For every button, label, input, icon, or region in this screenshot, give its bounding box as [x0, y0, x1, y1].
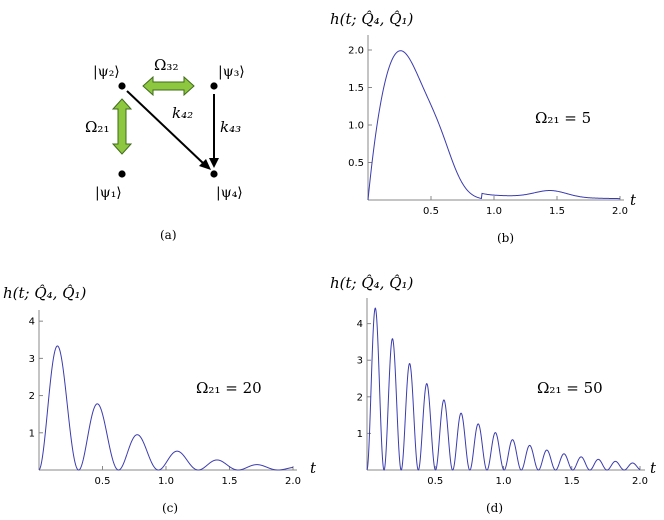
y-tick-label: 4 — [29, 317, 35, 328]
state-dot-psi2 — [118, 82, 126, 90]
y-tick-label: 1.0 — [348, 121, 364, 132]
x-tick-label: 1.0 — [496, 476, 512, 487]
omega32-coupling-arrow — [142, 75, 195, 97]
x-tick-label: 1.5 — [549, 206, 565, 217]
y-tick-label: 2.0 — [348, 46, 364, 57]
state-dot-psi1 — [118, 170, 126, 178]
k42-label: k₄₂ — [172, 104, 193, 122]
x-axis-label: t — [630, 191, 637, 209]
panel-label-c: (c) — [162, 501, 178, 515]
chart-title: h(t; Q̂₄, Q̂₁) — [330, 274, 414, 292]
x-tick-label: 2.0 — [612, 206, 628, 217]
parameter-annotation: Ω₂₁ = 50 — [537, 379, 603, 397]
y-tick-label: 1 — [29, 428, 35, 439]
y-tick-label: 1.5 — [348, 83, 364, 94]
y-tick-label: 0.5 — [348, 158, 364, 169]
state-label-psi4: |ψ₄⟩ — [216, 185, 243, 201]
x-tick-label: 0.5 — [95, 476, 111, 487]
k42-decay-arrow — [126, 90, 205, 165]
omega21-label: Ω₂₁ — [85, 118, 109, 136]
omega32-label: Ω₃₂ — [154, 56, 178, 74]
omega21-coupling-arrow — [111, 98, 133, 155]
data-line — [367, 50, 621, 201]
panel-label-a: (a) — [160, 228, 177, 242]
x-tick-label: 2.0 — [632, 476, 648, 487]
x-tick-label: 1.5 — [564, 476, 580, 487]
panel-label-d: (d) — [486, 501, 503, 515]
state-dot-psi4 — [210, 170, 218, 178]
y-tick-label: 3 — [357, 356, 363, 367]
state-label-psi1: |ψ₁⟩ — [95, 185, 122, 201]
axis-ticks: 0.5 1.0 1.5 2.0 1 2 3 4 — [29, 317, 301, 487]
x-axis-label: t — [650, 459, 657, 477]
x-tick-label: 0.5 — [423, 206, 439, 217]
x-tick-label: 0.5 — [427, 476, 443, 487]
parameter-annotation: Ω₂₁ = 5 — [535, 109, 591, 127]
k43-arrowhead — [209, 158, 219, 168]
chart-panel-c: 0.5 1.0 1.5 2.0 1 2 3 4 h(t; Q̂₄, Q̂₁) t Ω₂₁ = … — [3, 284, 317, 487]
y-tick-label: 2 — [357, 392, 363, 403]
chart-title: h(t; Q̂₄, Q̂₁) — [3, 284, 87, 302]
x-tick-label: 1.5 — [222, 476, 238, 487]
level-diagram: |ψ₂⟩ |ψ₃⟩ |ψ₁⟩ |ψ₄⟩ Ω₃₂ Ω₂₁ k₄₂ k₄₃ — [85, 56, 245, 201]
axis-ticks: 0.5 1.0 1.5 2.0 0.5 1.0 1.5 2.0 — [348, 46, 628, 218]
y-tick-label: 1 — [357, 429, 363, 440]
state-label-psi3: |ψ₃⟩ — [218, 64, 245, 80]
chart-title: h(t; Q̂₄, Q̂₁) — [330, 10, 414, 28]
y-tick-label: 4 — [357, 319, 363, 330]
state-dot-psi3 — [210, 82, 218, 90]
x-tick-label: 1.0 — [486, 206, 502, 217]
panel-label-b: (b) — [497, 231, 514, 245]
state-label-psi2: |ψ₂⟩ — [93, 64, 120, 80]
axis-ticks: 0.5 1.0 1.5 2.0 1 2 3 4 — [357, 319, 648, 487]
k42-arrowhead — [199, 159, 211, 170]
chart-panel-d: 0.5 1.0 1.5 2.0 1 2 3 4 h(t; Q̂₄, Q̂₁) t Ω₂₁ = … — [330, 274, 657, 487]
data-line — [38, 345, 294, 471]
parameter-annotation: Ω₂₁ = 20 — [196, 379, 262, 397]
y-tick-label: 2 — [29, 391, 35, 402]
x-tick-label: 2.0 — [285, 476, 301, 487]
k43-label: k₄₃ — [220, 118, 241, 136]
data-line — [366, 307, 641, 471]
y-tick-label: 3 — [29, 354, 35, 365]
x-axis-label: t — [310, 459, 317, 477]
x-tick-label: 1.0 — [158, 476, 174, 487]
chart-panel-b: 0.5 1.0 1.5 2.00.51.01.52.0 h(t; Q̂₄, Q̂₁) … — [330, 10, 637, 217]
